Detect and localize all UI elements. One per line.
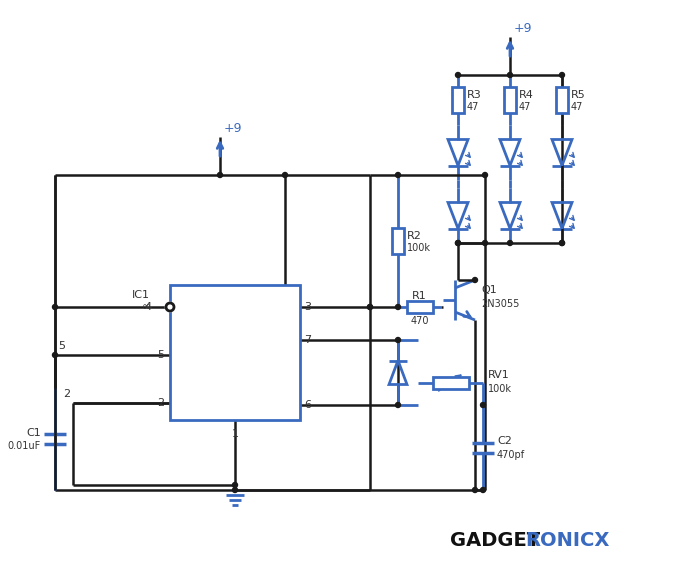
- Circle shape: [52, 352, 57, 358]
- Circle shape: [52, 305, 57, 310]
- Circle shape: [480, 403, 486, 408]
- Circle shape: [395, 403, 400, 408]
- Text: 2N3055: 2N3055: [481, 299, 519, 309]
- Text: 5: 5: [157, 350, 164, 360]
- Circle shape: [218, 173, 223, 178]
- Circle shape: [456, 240, 461, 245]
- Text: 1: 1: [232, 429, 239, 439]
- Circle shape: [166, 303, 174, 311]
- Circle shape: [508, 73, 512, 77]
- Text: 2: 2: [157, 398, 164, 408]
- Text: 0.01uF: 0.01uF: [8, 441, 41, 451]
- Bar: [407, 301, 433, 313]
- Text: 555: 555: [223, 346, 247, 359]
- Text: 47: 47: [519, 102, 531, 112]
- Circle shape: [473, 487, 477, 492]
- Circle shape: [232, 487, 237, 492]
- Text: 47: 47: [467, 102, 480, 112]
- Circle shape: [480, 487, 486, 492]
- Bar: [556, 87, 568, 113]
- Text: RV1: RV1: [488, 371, 510, 381]
- Circle shape: [368, 305, 372, 310]
- Circle shape: [368, 305, 372, 310]
- Text: 470: 470: [410, 316, 428, 326]
- Circle shape: [473, 277, 477, 283]
- Bar: [433, 377, 468, 389]
- Text: +9: +9: [224, 122, 242, 135]
- Circle shape: [456, 240, 461, 245]
- Text: IC1: IC1: [132, 290, 150, 300]
- Text: RONICX: RONICX: [525, 531, 610, 549]
- Text: VCC: VCC: [257, 287, 277, 297]
- Circle shape: [395, 337, 400, 342]
- Text: R5: R5: [571, 90, 586, 100]
- Text: 7: 7: [304, 335, 311, 345]
- Text: 47: 47: [571, 102, 583, 112]
- Circle shape: [508, 240, 512, 245]
- Text: TH: TH: [281, 400, 294, 410]
- Circle shape: [395, 305, 400, 310]
- Text: C1: C1: [27, 428, 41, 438]
- Text: 2: 2: [63, 389, 70, 399]
- Text: 100k: 100k: [407, 243, 431, 253]
- Circle shape: [559, 73, 564, 77]
- Circle shape: [482, 240, 487, 245]
- Text: R4: R4: [519, 90, 534, 100]
- Text: Q1: Q1: [481, 285, 497, 295]
- Bar: [170, 285, 300, 420]
- Text: C2: C2: [497, 437, 512, 447]
- Text: 100k: 100k: [488, 384, 512, 394]
- Circle shape: [456, 73, 461, 77]
- Text: +9: +9: [514, 23, 533, 36]
- Text: 3: 3: [304, 302, 311, 312]
- Text: 4: 4: [145, 302, 152, 312]
- Text: ∞: ∞: [142, 302, 151, 312]
- Text: 6: 6: [304, 400, 311, 410]
- Circle shape: [559, 240, 564, 245]
- Text: TR: TR: [176, 398, 189, 408]
- Bar: [504, 87, 516, 113]
- Text: GADGET: GADGET: [450, 531, 540, 549]
- Text: R: R: [176, 302, 183, 312]
- Text: Q: Q: [286, 302, 294, 312]
- Bar: [452, 87, 464, 113]
- Text: 470pf: 470pf: [497, 450, 525, 460]
- Circle shape: [559, 240, 564, 245]
- Text: DC: DC: [279, 335, 294, 345]
- Text: CV: CV: [176, 350, 190, 360]
- Text: R3: R3: [467, 90, 482, 100]
- Bar: [392, 228, 404, 254]
- Circle shape: [232, 482, 237, 487]
- Text: R1: R1: [412, 291, 427, 301]
- Circle shape: [482, 173, 487, 178]
- Circle shape: [395, 173, 400, 178]
- Text: 5: 5: [58, 341, 65, 351]
- Circle shape: [283, 173, 288, 178]
- Text: GND: GND: [224, 411, 246, 421]
- Text: R2: R2: [407, 231, 422, 241]
